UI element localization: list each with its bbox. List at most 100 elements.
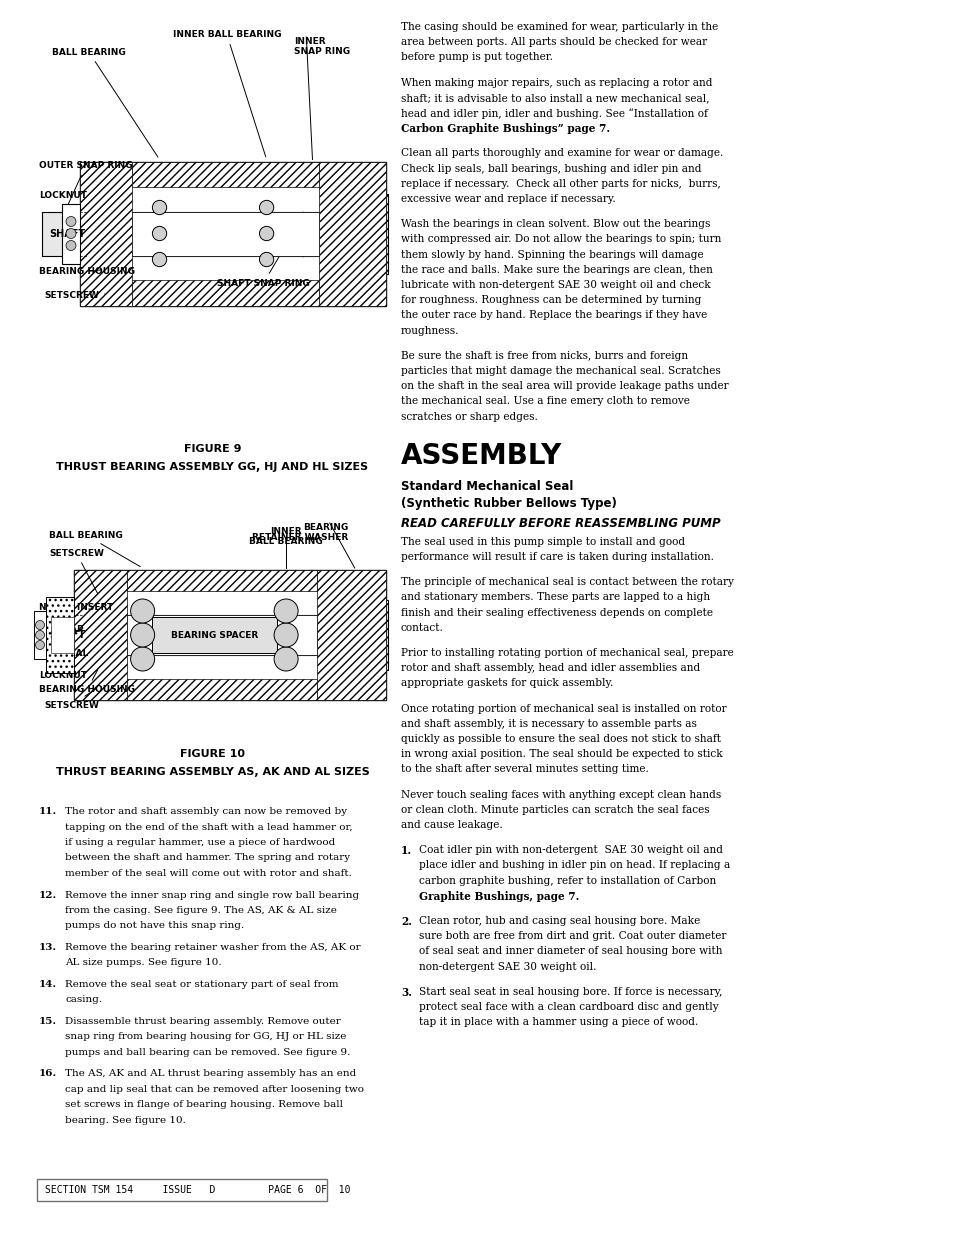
Text: protect seal face with a clean cardboard disc and gently: protect seal face with a clean cardboard… xyxy=(418,1002,718,1011)
Text: if using a regular hammer, use a piece of hardwood: if using a regular hammer, use a piece o… xyxy=(65,839,335,847)
Bar xyxy=(37,1179,327,1200)
Text: Prior to installing rotating portion of mechanical seal, prepare: Prior to installing rotating portion of … xyxy=(400,648,733,658)
Ellipse shape xyxy=(66,216,76,226)
Text: LOCKNUT: LOCKNUT xyxy=(39,191,87,222)
Text: them slowly by hand. Spinning the bearings will damage: them slowly by hand. Spinning the bearin… xyxy=(400,249,702,259)
Text: BEARING SPACER: BEARING SPACER xyxy=(171,631,257,640)
Bar xyxy=(152,618,276,653)
Text: SHAFT: SHAFT xyxy=(49,228,85,238)
Circle shape xyxy=(131,647,154,671)
Bar xyxy=(127,615,317,655)
Circle shape xyxy=(274,622,297,647)
Bar xyxy=(62,204,80,263)
Text: Remove the inner snap ring and single row ball bearing: Remove the inner snap ring and single ro… xyxy=(65,890,358,899)
Text: Check lip seals, ball bearings, bushing and idler pin and: Check lip seals, ball bearings, bushing … xyxy=(400,163,700,174)
Text: INNER
BALL BEARING: INNER BALL BEARING xyxy=(249,527,323,546)
Bar xyxy=(318,162,386,305)
Text: Carbon Graphite Bushings” page 7.: Carbon Graphite Bushings” page 7. xyxy=(400,124,609,135)
Text: before pump is put together.: before pump is put together. xyxy=(400,52,553,63)
Text: (Synthetic Rubber Bellows Type): (Synthetic Rubber Bellows Type) xyxy=(400,496,617,510)
Bar xyxy=(74,571,386,700)
Text: between the shaft and hammer. The spring and rotary: between the shaft and hammer. The spring… xyxy=(65,853,350,862)
Text: the mechanical seal. Use a fine emery cloth to remove: the mechanical seal. Use a fine emery cl… xyxy=(400,396,689,406)
Circle shape xyxy=(131,622,154,647)
Text: 1.: 1. xyxy=(400,845,412,856)
Text: snap ring from bearing housing for GG, HJ or HL size: snap ring from bearing housing for GG, H… xyxy=(65,1032,346,1041)
Text: Clean rotor, hub and casing seal housing bore. Make: Clean rotor, hub and casing seal housing… xyxy=(418,916,700,926)
Text: INNER
SNAP RING: INNER SNAP RING xyxy=(294,37,350,57)
Text: BALL BEARING: BALL BEARING xyxy=(52,47,158,157)
Text: scratches or sharp edges.: scratches or sharp edges. xyxy=(400,411,537,421)
Bar xyxy=(127,679,317,700)
Text: SETSCREW: SETSCREW xyxy=(49,548,104,594)
Text: LIP SEAL: LIP SEAL xyxy=(44,648,89,657)
Text: 2.: 2. xyxy=(400,916,412,927)
Circle shape xyxy=(152,252,167,267)
Text: 3.: 3. xyxy=(400,987,412,998)
Text: Be sure the shaft is free from nicks, burrs and foreign: Be sure the shaft is free from nicks, bu… xyxy=(400,351,687,361)
Text: finish and their sealing effectiveness depends on complete: finish and their sealing effectiveness d… xyxy=(400,608,712,618)
Text: FIGURE 10: FIGURE 10 xyxy=(180,748,245,760)
Text: THRUST BEARING ASSEMBLY GG, HJ AND HL SIZES: THRUST BEARING ASSEMBLY GG, HJ AND HL SI… xyxy=(56,462,368,472)
Text: Disassemble thrust bearing assembly. Remove outer: Disassemble thrust bearing assembly. Rem… xyxy=(65,1016,340,1026)
Text: The casing should be examined for wear, particularly in the: The casing should be examined for wear, … xyxy=(400,22,718,32)
Text: SHAFT SNAP RING: SHAFT SNAP RING xyxy=(217,217,310,288)
Ellipse shape xyxy=(35,620,45,630)
Bar xyxy=(42,211,386,256)
Text: contact.: contact. xyxy=(400,622,443,632)
Text: Standard Mechanical Seal: Standard Mechanical Seal xyxy=(400,480,573,493)
Text: ASSEMBLY: ASSEMBLY xyxy=(400,442,561,469)
Text: Remove the bearing retainer washer from the AS, AK or: Remove the bearing retainer washer from … xyxy=(65,944,360,952)
Text: Coat idler pin with non-detergent  SAE 30 weight oil and: Coat idler pin with non-detergent SAE 30… xyxy=(418,845,722,855)
Text: INNER BALL BEARING: INNER BALL BEARING xyxy=(172,30,281,157)
Text: BEARING HOUSING: BEARING HOUSING xyxy=(39,669,135,694)
Bar xyxy=(386,600,388,671)
Bar xyxy=(42,615,386,655)
Text: head and idler pin, idler and bushing. See “Installation of: head and idler pin, idler and bushing. S… xyxy=(400,107,707,119)
Text: SETSCREW: SETSCREW xyxy=(44,291,105,300)
Text: performance will result if care is taken during installation.: performance will result if care is taken… xyxy=(400,552,713,562)
Circle shape xyxy=(274,647,297,671)
Text: cap and lip seal that can be removed after loosening two: cap and lip seal that can be removed aft… xyxy=(65,1086,364,1094)
Text: carbon graphite bushing, refer to installation of Carbon: carbon graphite bushing, refer to instal… xyxy=(418,876,716,885)
Text: When making major repairs, such as replacing a rotor and: When making major repairs, such as repla… xyxy=(400,78,712,88)
Circle shape xyxy=(131,599,154,622)
Text: SECTION TSM 154     ISSUE   D         PAGE 6  OF  10: SECTION TSM 154 ISSUE D PAGE 6 OF 10 xyxy=(45,1186,350,1195)
Text: NYLON INSERT: NYLON INSERT xyxy=(39,603,113,613)
Text: and shaft assembly, it is necessary to assemble parts as: and shaft assembly, it is necessary to a… xyxy=(400,719,696,729)
Text: or clean cloth. Minute particles can scratch the seal faces: or clean cloth. Minute particles can scr… xyxy=(400,805,709,815)
Text: set screws in flange of bearing housing. Remove ball: set screws in flange of bearing housing.… xyxy=(65,1100,343,1109)
Text: The rotor and shaft assembly can now be removed by: The rotor and shaft assembly can now be … xyxy=(65,806,347,816)
Bar xyxy=(317,571,386,700)
Ellipse shape xyxy=(35,631,45,640)
Text: replace if necessary.  Check all other parts for nicks,  burrs,: replace if necessary. Check all other pa… xyxy=(400,179,720,189)
Text: BALL BEARING: BALL BEARING xyxy=(49,531,140,567)
Bar xyxy=(132,279,318,305)
Text: AL size pumps. See figure 10.: AL size pumps. See figure 10. xyxy=(65,958,221,967)
Text: for roughness. Roughness can be determined by turning: for roughness. Roughness can be determin… xyxy=(400,295,700,305)
Text: BEARING
RETAINER WASHER: BEARING RETAINER WASHER xyxy=(252,522,348,542)
Text: pumps do not have this snap ring.: pumps do not have this snap ring. xyxy=(65,921,244,930)
Text: roughness.: roughness. xyxy=(400,326,459,336)
Text: pumps and ball bearing can be removed. See figure 9.: pumps and ball bearing can be removed. S… xyxy=(65,1049,350,1057)
Text: from the casing. See figure 9. The AS, AK & AL size: from the casing. See figure 9. The AS, A… xyxy=(65,906,336,915)
Text: with compressed air. Do not allow the bearings to spin; turn: with compressed air. Do not allow the be… xyxy=(400,235,720,245)
Text: 12.: 12. xyxy=(39,890,57,899)
Text: BEARING HOUSING: BEARING HOUSING xyxy=(39,267,135,275)
Text: 14.: 14. xyxy=(39,981,57,989)
Text: LOCKNUT: LOCKNUT xyxy=(39,652,87,679)
Text: SHAFT: SHAFT xyxy=(49,630,85,640)
Bar xyxy=(34,611,46,659)
Text: Clean all parts thoroughly and examine for wear or damage.: Clean all parts thoroughly and examine f… xyxy=(400,148,722,158)
Text: FIGURE 9: FIGURE 9 xyxy=(184,445,241,454)
Text: The principle of mechanical seal is contact between the rotary: The principle of mechanical seal is cont… xyxy=(400,577,733,587)
Text: sure both are free from dirt and grit. Coat outer diameter: sure both are free from dirt and grit. C… xyxy=(418,931,725,941)
Text: the outer race by hand. Replace the bearings if they have: the outer race by hand. Replace the bear… xyxy=(400,310,706,320)
Text: rotor and shaft assembly, head and idler assemblies and: rotor and shaft assembly, head and idler… xyxy=(400,663,700,673)
Bar xyxy=(80,162,386,305)
Bar xyxy=(74,571,127,700)
Text: 15.: 15. xyxy=(39,1016,57,1026)
Text: Graphite Bushings, page 7.: Graphite Bushings, page 7. xyxy=(418,890,578,902)
Text: 13.: 13. xyxy=(39,944,57,952)
Bar xyxy=(386,194,388,273)
